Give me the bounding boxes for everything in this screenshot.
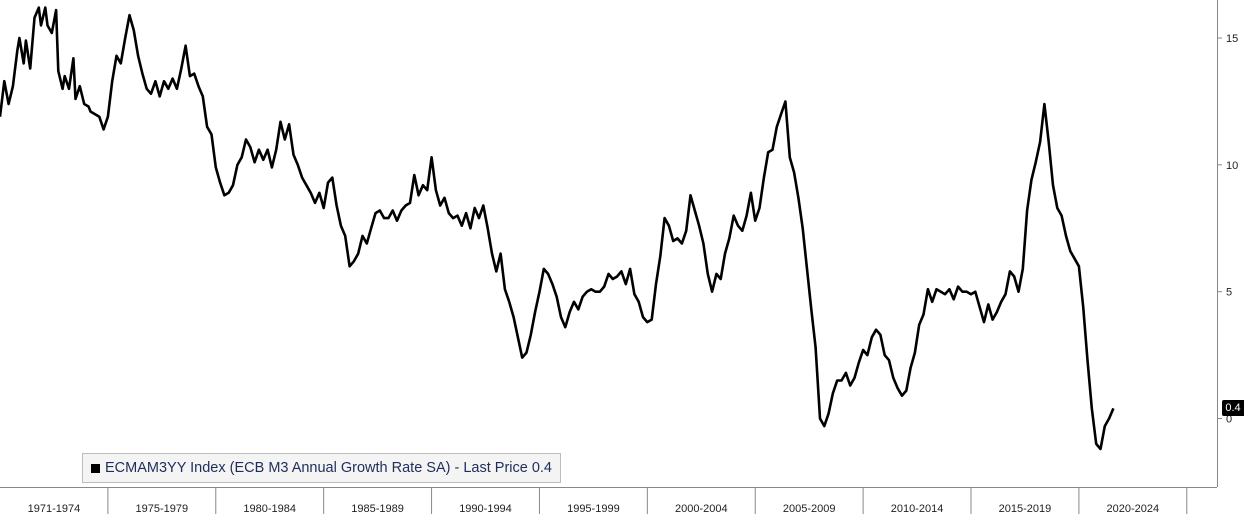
x-tick-label: 1985-1989	[351, 503, 404, 514]
x-tick-label: 1980-1984	[243, 503, 296, 514]
x-tick-label: 2010-2014	[891, 503, 944, 514]
y-tick-label: 10	[1226, 160, 1238, 172]
x-tick-label: 2015-2019	[999, 503, 1052, 514]
x-tick-label: 1990-1994	[459, 503, 512, 514]
x-tick-label: 2000-2004	[675, 503, 728, 514]
y-tick-label: 15	[1226, 33, 1238, 45]
last-price-label: 0.4	[1225, 402, 1241, 415]
legend: ECMAM3YY Index (ECB M3 Annual Growth Rat…	[82, 453, 562, 483]
x-tick-label: 2020-2024	[1107, 503, 1160, 514]
x-tick-label: 1995-1999	[567, 503, 620, 514]
series-line-0	[0, 6, 1115, 451]
x-axis: 1971-1974 1975-1979 1980-1984 1985-1989 1990…	[0, 487, 1217, 514]
y-axis: 0 5 10 15	[1217, 0, 1238, 487]
y-tick-label: 0	[1226, 414, 1232, 426]
x-tick-label: 1971-1974	[28, 503, 81, 514]
y-tick-label: 5	[1226, 287, 1232, 299]
x-tick-label: 2005-2009	[783, 503, 836, 514]
legend-swatch	[91, 463, 100, 473]
plot-area	[0, 6, 1115, 451]
legend-label: ECMAM3YY Index (ECB M3 Annual Growth Rat…	[105, 460, 553, 476]
last-price-tag: 0.4	[1222, 400, 1244, 417]
x-tick-label: 1975-1979	[136, 503, 189, 514]
